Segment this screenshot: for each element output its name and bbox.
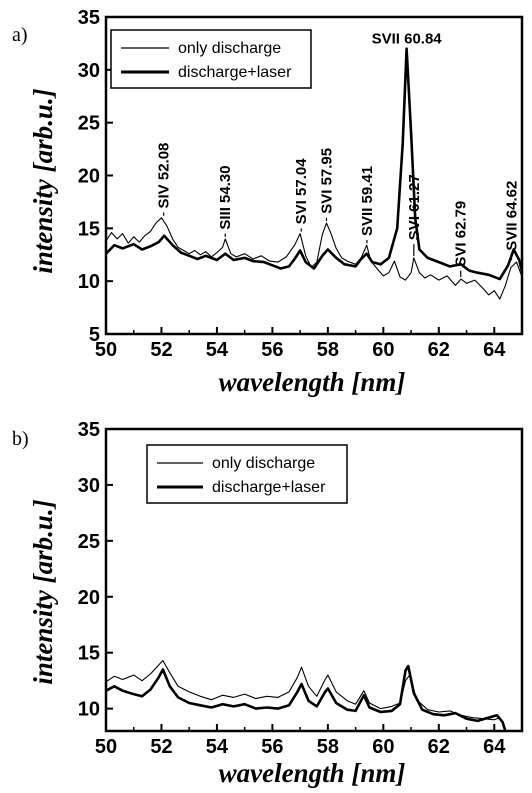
x-tick-label: 50: [95, 339, 117, 361]
series-b: [105, 659, 507, 732]
peak-annotation: SIV 52.08: [156, 143, 173, 209]
y-tick-label: 35: [78, 7, 100, 29]
peak-annotation: SVI 61.27: [406, 174, 423, 240]
y-tick-label: 15: [78, 218, 100, 240]
legend-a: only discharge discharge+laser: [110, 29, 312, 89]
legend-label-thin-b: only discharge: [212, 455, 315, 472]
peak-annotation: SVII 59.41: [359, 166, 376, 236]
panel-label-a: a): [12, 24, 28, 46]
x-tick-label: 56: [261, 736, 283, 758]
x-tick-label: 58: [317, 736, 339, 758]
series-line-discharge-laser: [105, 47, 524, 281]
panel-a: a) 50 52 54 56 58 60 62 64 5 10 15 20 25 30 35 SIV 52.…: [12, 7, 524, 397]
x-axis-title-b: wavelength [nm]: [219, 758, 406, 788]
ticks-a: 50 52 54 56 58 60 62 64 5 10 15 20 25 30 35: [78, 7, 507, 361]
plot-frame-a: [104, 15, 524, 336]
legend-box-a: [110, 29, 312, 89]
y-tick-label: 25: [78, 113, 100, 135]
panel-b: b) 50 52 54 56 58 60 62 64 10 15 20 25 30 35 waveleng…: [12, 419, 524, 788]
legend-b: only discharge discharge+laser: [146, 444, 348, 504]
y-tick-label: 10: [78, 271, 100, 293]
x-tick-label: 62: [428, 736, 450, 758]
series-line-only-discharge: [105, 659, 506, 731]
x-tick-label: 64: [483, 736, 506, 758]
series-line-discharge-laser: [105, 664, 507, 732]
peak-annotation: SVI 57.95: [318, 148, 335, 214]
peak-annotation: SVI 62.79: [453, 201, 470, 267]
y-tick-label: 25: [78, 531, 100, 553]
x-tick-label: 54: [206, 736, 229, 758]
x-axis-title-a: wavelength [nm]: [219, 367, 406, 397]
x-tick-label: 62: [428, 339, 450, 361]
x-tick-label: 54: [206, 339, 229, 361]
y-axis-title-b: intensity [arb.u.]: [28, 499, 58, 684]
y-tick-label: 20: [78, 166, 100, 188]
peak-annotation: SVI 57.04: [293, 158, 310, 225]
y-axis-title-a: intensity [arb.u.]: [28, 88, 58, 273]
peak-annotation: SVII 64.62: [503, 181, 520, 251]
peak-annotation: SIII 54.30: [217, 165, 234, 229]
x-tick-label: 52: [150, 339, 172, 361]
panel-label-b: b): [12, 428, 29, 450]
peak-annotation: SVII 60.84: [372, 31, 443, 48]
y-tick-label: 30: [78, 60, 100, 82]
legend-box-b: [146, 444, 348, 504]
legend-label-thin-a: only discharge: [178, 40, 281, 57]
y-tick-label: 20: [78, 587, 100, 609]
x-tick-label: 60: [372, 339, 394, 361]
y-tick-label: 35: [78, 419, 100, 441]
y-tick-label: 10: [78, 699, 100, 721]
y-tick-label: 30: [78, 475, 100, 497]
plot-frame-b: [104, 427, 524, 733]
ticks-b: 50 52 54 56 58 60 62 64 10 15 20 25 30 35: [78, 419, 507, 758]
legend-label-thick-b: discharge+laser: [212, 479, 326, 496]
x-tick-label: 50: [95, 736, 117, 758]
x-tick-label: 58: [317, 339, 339, 361]
annotations-a: SIV 52.08 SIII 54.30 SVI 57.04 SVI 57.95 SVI…: [156, 31, 520, 278]
x-tick-label: 56: [261, 339, 283, 361]
y-tick-label: 5: [89, 324, 100, 346]
x-tick-label: 60: [372, 736, 394, 758]
x-tick-label: 64: [483, 339, 506, 361]
y-tick-label: 15: [78, 643, 100, 665]
legend-label-thick-a: discharge+laser: [178, 64, 292, 81]
x-tick-label: 52: [150, 736, 172, 758]
series-a: [105, 47, 524, 300]
